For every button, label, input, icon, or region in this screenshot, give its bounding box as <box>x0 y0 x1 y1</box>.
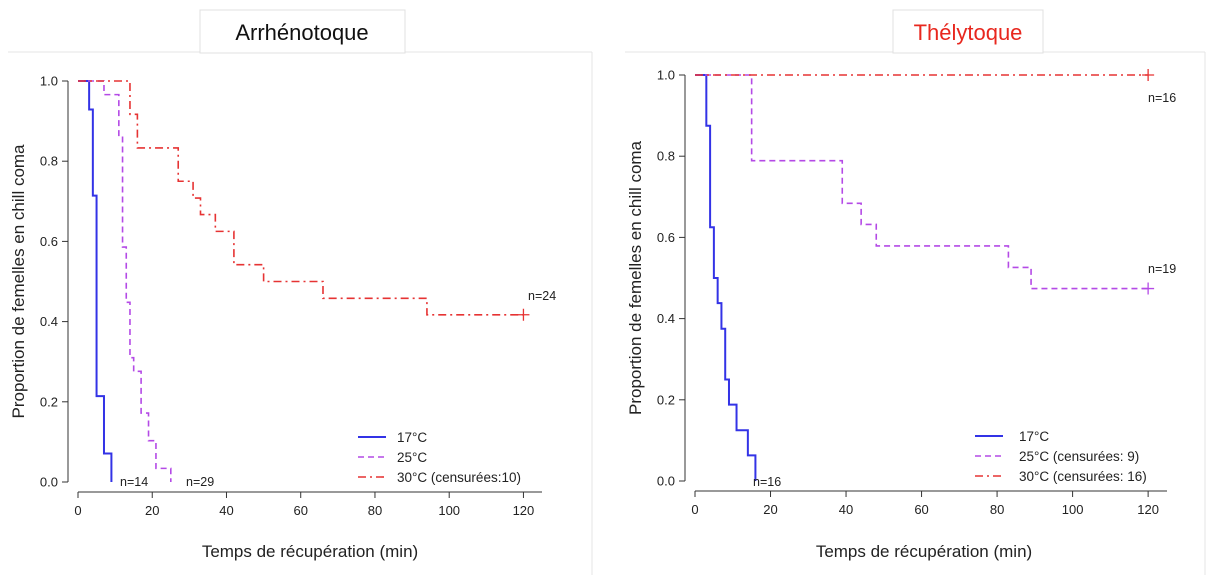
x-tick-label: 0 <box>74 503 81 518</box>
legend-label: 30°C (censurées: 16) <box>1019 469 1147 484</box>
panel-title-box <box>892 9 1044 54</box>
y-axis-label: Proportion de femelles en chill coma <box>626 140 645 415</box>
series-line-2 <box>695 74 1149 290</box>
sample-size-label: n=19 <box>1148 262 1176 276</box>
legend-label: 17°C <box>1019 429 1049 444</box>
y-tick-label: 1.0 <box>657 68 675 83</box>
censor-mark <box>517 308 530 321</box>
y-tick-label: 1.0 <box>40 74 58 89</box>
series-line-2 <box>78 80 172 482</box>
x-tick-label: 60 <box>914 502 928 517</box>
x-tick-label: 0 <box>691 502 698 517</box>
censor-mark <box>1142 282 1155 295</box>
sample-size-label: n=16 <box>1148 91 1176 105</box>
sample-size-label: n=24 <box>528 289 556 303</box>
x-tick-label: 100 <box>1062 502 1084 517</box>
x-tick-label: 60 <box>293 503 307 518</box>
y-axis-label: Proportion de femelles en chill coma <box>9 144 28 419</box>
series-line-3 <box>78 80 524 316</box>
legend-label: 25°C <box>397 450 427 465</box>
y-tick-label: 0.4 <box>40 314 58 329</box>
y-tick-label: 0.2 <box>657 392 675 407</box>
panel-title-box <box>199 9 406 54</box>
x-tick-label: 100 <box>438 503 460 518</box>
y-tick-label: 0.8 <box>657 149 675 164</box>
sample-size-label: n=16 <box>753 475 781 489</box>
x-tick-label: 80 <box>990 502 1004 517</box>
series-line-1 <box>695 74 757 481</box>
panel-title: Arrhénotoque <box>235 20 368 45</box>
chart-panel-1: Arrhénotoque 0 20 40 60 80 100 120 0.0 0.2 0.4 0.6 0… <box>8 9 593 575</box>
y-tick-label: 0.0 <box>40 475 58 490</box>
legend-label: 25°C (censurées: 9) <box>1019 449 1139 464</box>
y-tick-label: 0.8 <box>40 154 58 169</box>
legend-label: 30°C (censurées:10) <box>397 470 521 485</box>
y-tick-label: 0.6 <box>657 230 675 245</box>
x-tick-label: 20 <box>145 503 159 518</box>
y-tick-label: 0.4 <box>657 311 675 326</box>
x-tick-label: 40 <box>839 502 853 517</box>
y-tick-label: 0.0 <box>657 474 675 489</box>
legend-label: 17°C <box>397 430 427 445</box>
series-line-1 <box>78 80 113 482</box>
x-tick-label: 120 <box>1137 502 1159 517</box>
chart-panel-2: Thélytoque 0 20 40 60 80 100 120 0.0 0.2 0.4 0.6 0.8… <box>625 9 1206 575</box>
x-tick-label: 20 <box>763 502 777 517</box>
censor-mark <box>1142 69 1155 81</box>
x-tick-label: 40 <box>219 503 233 518</box>
sample-size-label: n=14 <box>120 475 148 489</box>
x-tick-label: 120 <box>513 503 535 518</box>
sample-size-label: n=29 <box>186 475 214 489</box>
x-tick-label: 80 <box>368 503 382 518</box>
y-tick-label: 0.2 <box>40 394 58 409</box>
y-tick-label: 0.6 <box>40 234 58 249</box>
x-axis-label: Temps de récupération (min) <box>202 542 418 561</box>
panel-title: Thélytoque <box>914 20 1023 45</box>
x-axis-label: Temps de récupération (min) <box>816 542 1032 561</box>
